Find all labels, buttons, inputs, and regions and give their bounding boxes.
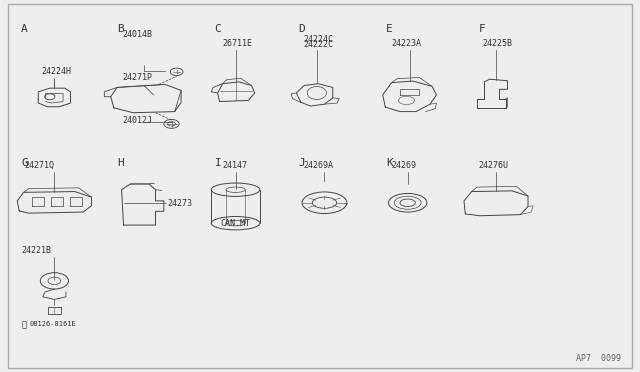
Text: 24147: 24147 [223, 161, 248, 170]
Text: 24014B: 24014B [123, 30, 153, 39]
Text: I: I [215, 158, 222, 168]
Text: B: B [117, 24, 124, 34]
Text: A: A [20, 24, 28, 34]
Text: 24273: 24273 [168, 199, 193, 208]
Text: 24222C: 24222C [303, 40, 333, 49]
Text: 08126-8161E: 08126-8161E [29, 321, 76, 327]
Text: AP7  0099: AP7 0099 [576, 354, 621, 363]
Text: J: J [298, 158, 305, 168]
Text: CAN.MT: CAN.MT [221, 219, 250, 228]
Text: F: F [479, 24, 486, 34]
Text: 24271P: 24271P [123, 73, 153, 82]
Text: G: G [21, 158, 28, 168]
Text: 24221B: 24221B [21, 246, 51, 255]
Text: D: D [298, 24, 305, 34]
FancyBboxPatch shape [8, 4, 632, 368]
Text: 24225B: 24225B [483, 39, 513, 48]
Text: 24269: 24269 [392, 161, 417, 170]
Text: Ⓑ: Ⓑ [21, 320, 26, 329]
Text: H: H [117, 158, 124, 168]
Text: K: K [386, 158, 393, 168]
Text: 26711E: 26711E [222, 39, 252, 48]
Text: 24012J: 24012J [123, 116, 153, 125]
Text: 24224H: 24224H [42, 67, 72, 76]
Text: C: C [214, 24, 221, 34]
Text: 24223A: 24223A [392, 39, 422, 48]
Text: 24269A: 24269A [303, 161, 333, 170]
Text: 24271Q: 24271Q [24, 161, 54, 170]
Text: 24276U: 24276U [479, 161, 509, 170]
Text: 24224C: 24224C [303, 35, 333, 44]
Text: E: E [386, 24, 393, 34]
